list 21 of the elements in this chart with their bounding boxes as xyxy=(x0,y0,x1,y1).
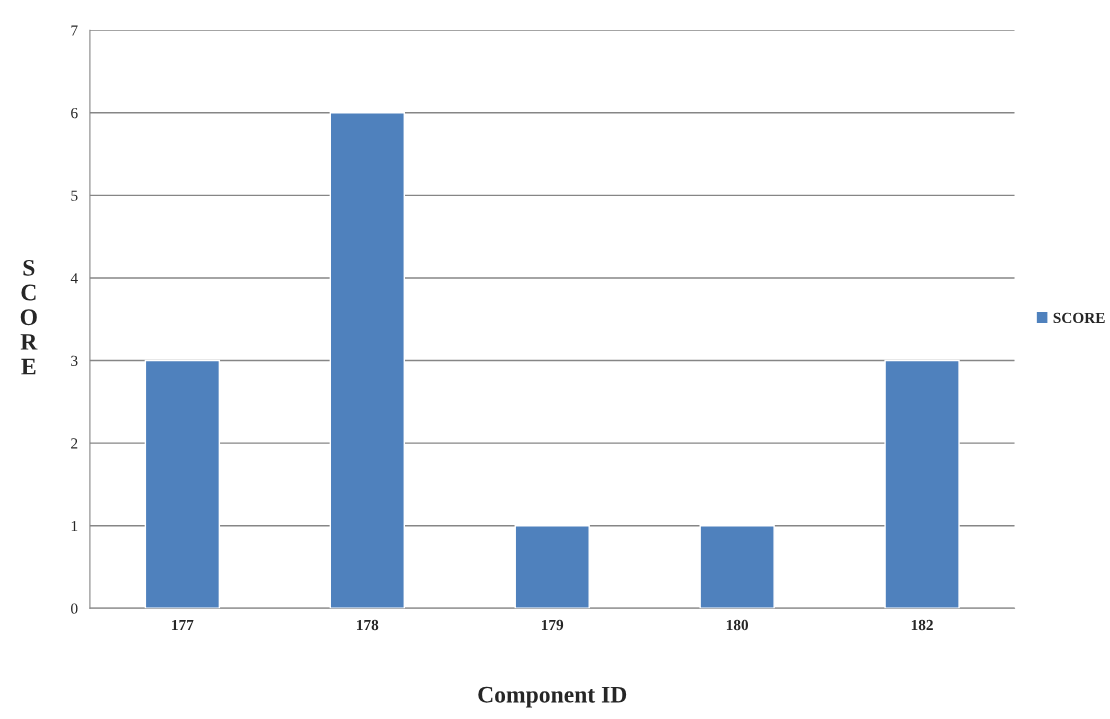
x-tick-label: 177 xyxy=(172,619,194,630)
bar xyxy=(329,112,405,609)
x-axis-title: Component ID xyxy=(478,686,627,708)
x-tick-label: 180 xyxy=(726,619,749,631)
x-tick-label: 179 xyxy=(541,619,564,631)
bar xyxy=(884,359,960,609)
y-tick-label: 1 xyxy=(71,520,78,531)
y-tick-label: 7 xyxy=(71,25,78,36)
y-tick-label: 0 xyxy=(71,603,78,614)
x-tick-label: 182 xyxy=(911,619,933,631)
bar xyxy=(144,359,221,609)
y-tick-label: 5 xyxy=(71,190,78,201)
y-tick-label: 6 xyxy=(71,107,78,119)
y-tick-label: 3 xyxy=(71,355,78,366)
bar xyxy=(514,524,590,609)
y-tick-label: 4 xyxy=(70,273,78,284)
y-axis-title: SCORE xyxy=(20,259,38,375)
legend-label: SCORE xyxy=(1053,312,1105,324)
x-tick-label: 178 xyxy=(357,619,379,631)
y-tick-label: 2 xyxy=(71,438,78,449)
bar xyxy=(699,524,775,609)
